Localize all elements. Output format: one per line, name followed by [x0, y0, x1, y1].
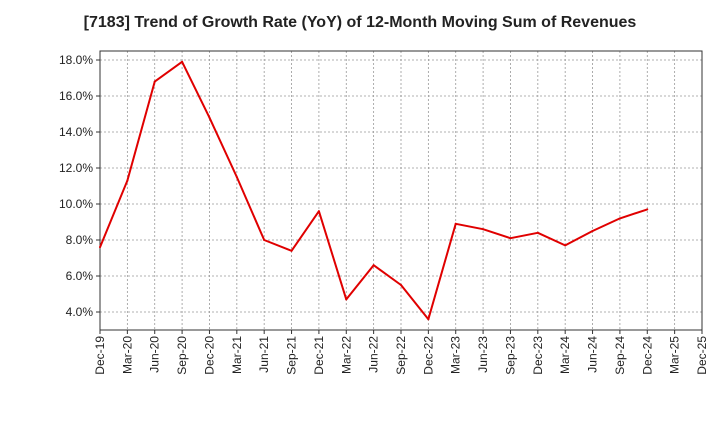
data-point	[564, 244, 567, 247]
y-tick-label: 18.0%	[59, 53, 93, 67]
x-tick-label: Sep-20	[175, 336, 189, 375]
data-point	[290, 249, 293, 252]
x-tick-label: Mar-24	[558, 336, 572, 374]
data-point	[99, 246, 101, 249]
x-tick-label: Sep-23	[503, 336, 517, 375]
y-tick-label: 4.0%	[66, 305, 94, 319]
x-tick-label: Dec-25	[695, 336, 709, 375]
data-point	[181, 60, 184, 63]
x-tick-label: Jun-21	[257, 336, 271, 373]
x-tick-label: Dec-19	[93, 336, 107, 375]
chart-title: [7183] Trend of Growth Rate (YoY) of 12-…	[83, 14, 637, 31]
data-point	[372, 264, 375, 267]
data-point	[208, 116, 211, 119]
x-tick-label: Jun-23	[476, 336, 490, 373]
x-tick-label: Sep-24	[613, 336, 627, 375]
data-point	[235, 176, 238, 178]
data-point	[427, 318, 430, 321]
y-tick-label: 6.0%	[66, 269, 94, 283]
y-tick-label: 8.0%	[66, 233, 94, 247]
data-point	[126, 179, 129, 182]
data-point	[536, 231, 539, 234]
y-tick-label: 16.0%	[59, 89, 93, 103]
data-point	[618, 217, 621, 220]
x-tick-label: Mar-21	[230, 336, 244, 374]
y-tick-label: 10.0%	[59, 197, 93, 211]
data-point	[263, 239, 266, 241]
data-point	[153, 80, 156, 83]
x-tick-label: Dec-23	[531, 336, 545, 375]
x-tick-label: Mar-20	[120, 336, 134, 374]
data-point	[400, 284, 402, 286]
y-tick-label: 14.0%	[59, 125, 93, 139]
series-layer	[99, 60, 649, 321]
x-tick-label: Mar-23	[449, 336, 463, 374]
data-point	[509, 237, 512, 240]
data-point	[454, 222, 457, 225]
x-tick-label: Dec-22	[421, 336, 435, 375]
data-point	[317, 210, 320, 213]
x-tick-label: Mar-22	[339, 336, 353, 374]
x-tick-label: Sep-21	[285, 336, 299, 375]
data-point	[646, 208, 649, 211]
x-tick-label: Dec-21	[312, 336, 326, 375]
data-point	[591, 230, 594, 232]
data-point	[482, 228, 485, 231]
x-tick-label: Mar-25	[668, 336, 682, 374]
label-layer: 4.0% 6.0% 8.0% 10.0% 12.0% 14.0% 16.0% 18.0% Dec…	[59, 53, 709, 375]
x-tick-label: Dec-20	[202, 336, 216, 375]
grid-layer	[100, 51, 702, 330]
x-tick-label: Sep-22	[394, 336, 408, 375]
axis-layer	[96, 50, 703, 334]
x-tick-label: Jun-20	[148, 336, 162, 373]
x-tick-label: Jun-22	[367, 336, 381, 373]
x-tick-label: Jun-24	[586, 336, 600, 373]
x-tick-label: Dec-24	[640, 336, 654, 375]
data-point	[345, 298, 348, 301]
y-tick-label: 12.0%	[59, 161, 93, 175]
